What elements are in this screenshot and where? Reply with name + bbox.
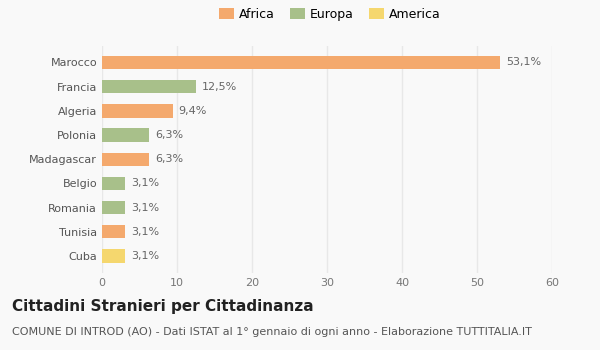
Text: 9,4%: 9,4% xyxy=(179,106,207,116)
Text: 6,3%: 6,3% xyxy=(155,130,184,140)
Bar xyxy=(102,80,196,93)
Text: 6,3%: 6,3% xyxy=(155,154,184,164)
Bar xyxy=(102,128,149,142)
Bar xyxy=(102,153,149,166)
Text: 12,5%: 12,5% xyxy=(202,82,237,92)
Text: Cittadini Stranieri per Cittadinanza: Cittadini Stranieri per Cittadinanza xyxy=(12,299,314,314)
Bar xyxy=(102,201,125,214)
Bar xyxy=(102,104,173,118)
Text: COMUNE DI INTROD (AO) - Dati ISTAT al 1° gennaio di ogni anno - Elaborazione TUT: COMUNE DI INTROD (AO) - Dati ISTAT al 1°… xyxy=(12,327,532,337)
Text: 3,1%: 3,1% xyxy=(131,227,160,237)
Text: 3,1%: 3,1% xyxy=(131,251,160,261)
Text: 3,1%: 3,1% xyxy=(131,203,160,213)
Bar xyxy=(102,225,125,238)
Text: 53,1%: 53,1% xyxy=(506,57,541,68)
Text: 3,1%: 3,1% xyxy=(131,178,160,188)
Legend: Africa, Europa, America: Africa, Europa, America xyxy=(219,8,441,21)
Bar xyxy=(102,177,125,190)
Bar xyxy=(102,249,125,262)
Bar xyxy=(102,56,500,69)
